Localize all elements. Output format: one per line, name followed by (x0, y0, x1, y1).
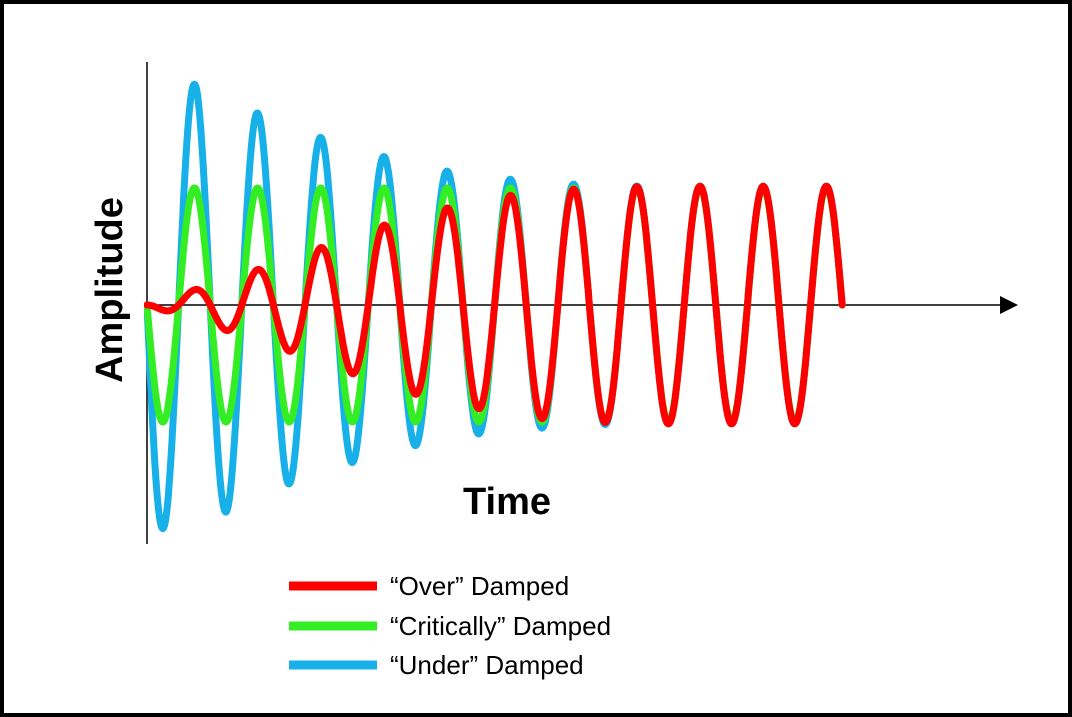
damping-chart: Time Amplitude “Over” Damped “Critically… (89, 62, 1018, 680)
legend-label-critical: “Critically” Damped (390, 611, 611, 641)
y-axis-title: Amplitude (89, 197, 131, 383)
legend: “Over” Damped “Critically” Damped “Under… (289, 571, 611, 680)
series-line-2 (144, 182, 846, 428)
legend-label-over: “Over” Damped (390, 571, 569, 601)
series-layer (144, 80, 846, 533)
x-axis-arrowhead (1000, 296, 1018, 314)
x-axis-title: Time (463, 481, 551, 523)
legend-label-under: “Under” Damped (390, 650, 584, 680)
